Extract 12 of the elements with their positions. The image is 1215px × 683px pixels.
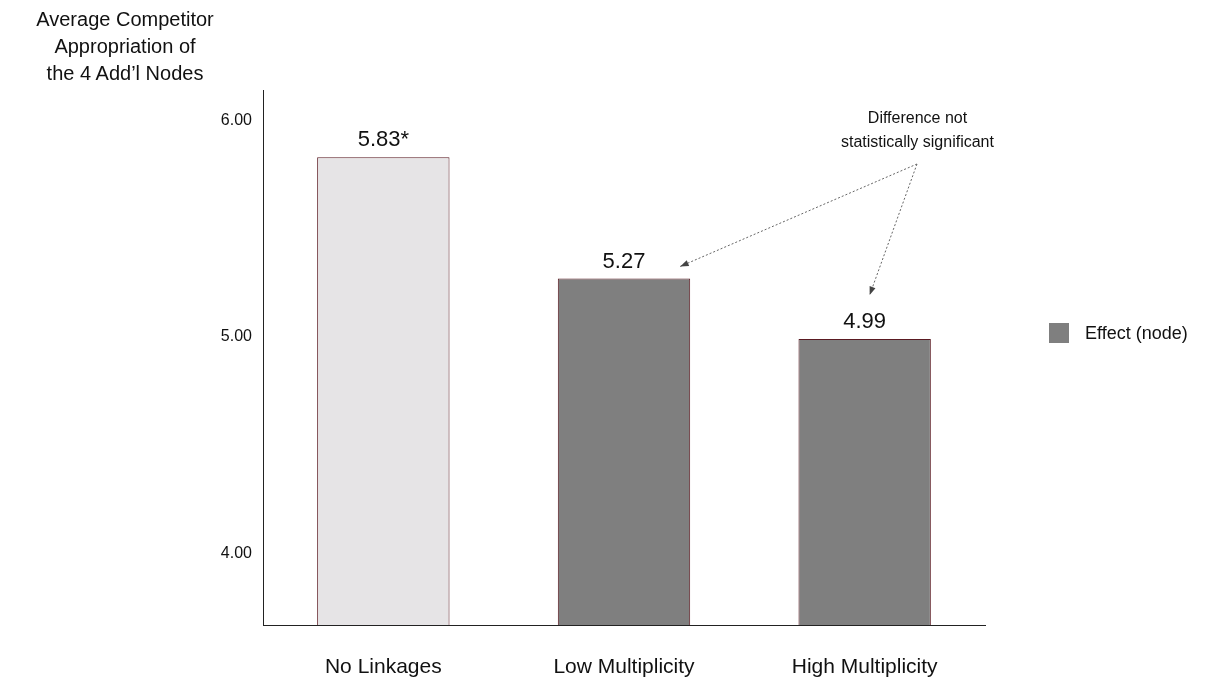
legend-label: Effect (node) <box>1085 322 1188 344</box>
y-tick-label: 5.00 <box>220 327 253 345</box>
x-tick-label: Low Multiplicity <box>553 654 696 678</box>
x-tick-label: No Linkages <box>324 654 442 678</box>
x-tick-label: High Multiplicity <box>791 654 939 678</box>
data-label: 5.27 <box>602 247 646 273</box>
y-tick-label: 6.00 <box>220 110 253 128</box>
data-label: 5.83* <box>357 126 410 152</box>
y-axis-title: Average Competitor Appropriation of the 4 Add’l Nodes <box>35 7 215 86</box>
annotation: Difference not statistically significant <box>840 108 995 152</box>
y-tick-label: 4.00 <box>220 543 253 561</box>
data-label: 4.99 <box>843 308 887 334</box>
